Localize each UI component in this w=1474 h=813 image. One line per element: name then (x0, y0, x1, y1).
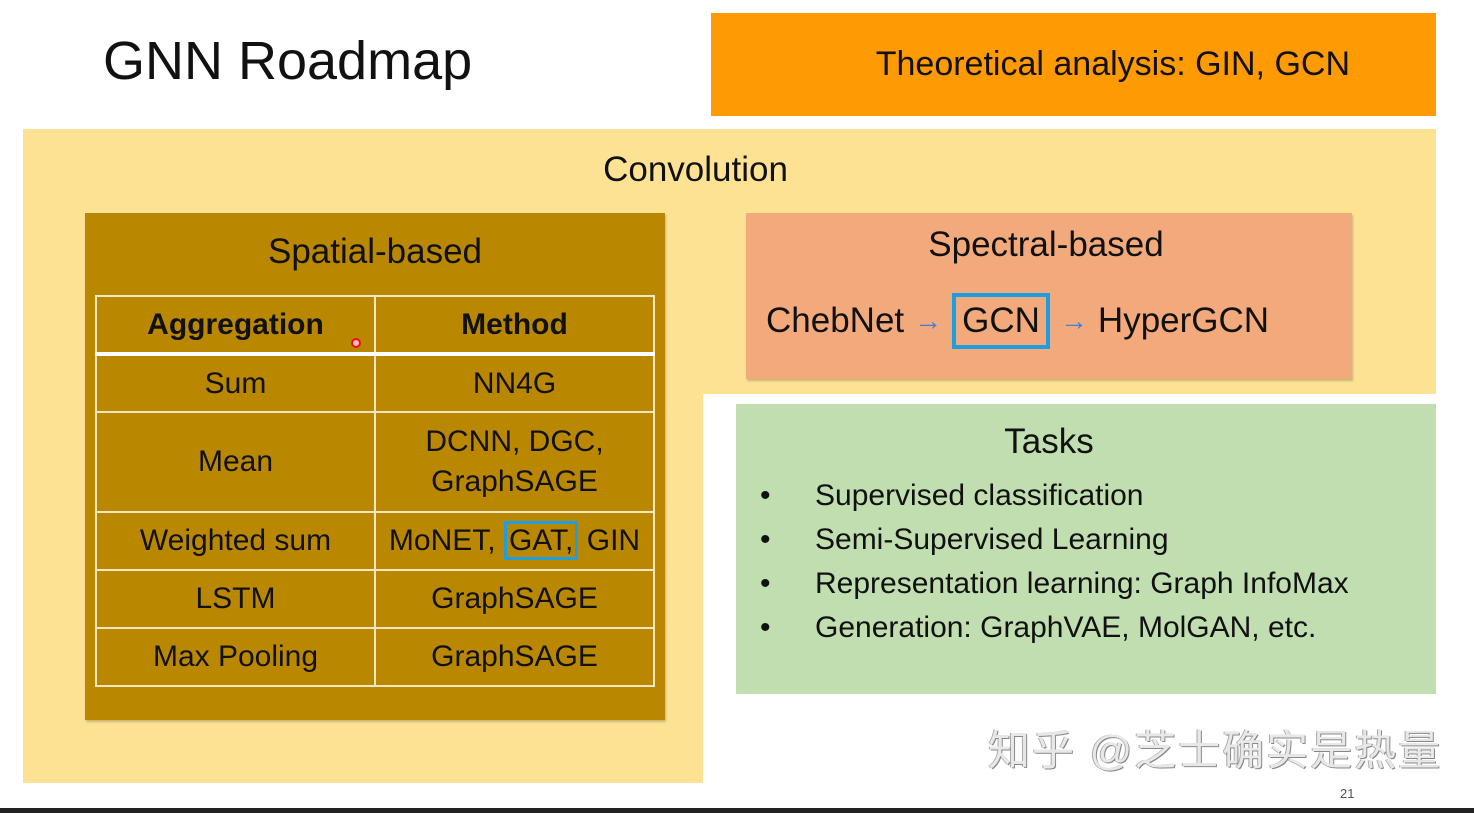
cell-aggregation: Sum (95, 353, 376, 413)
method-monet: MoNET, (388, 524, 496, 557)
method-gat-highlighted: GAT, (503, 521, 579, 560)
cell-method: GraphSAGE (374, 569, 655, 629)
list-item: • Supervised classification (760, 474, 1349, 518)
spectral-title: Spectral-based (928, 225, 1164, 264)
bullet-icon: • (760, 567, 771, 600)
bullet-icon: • (760, 611, 771, 644)
page-number: 21 (1340, 786, 1355, 801)
list-item: • Representation learning: Graph InfoMax (760, 562, 1349, 606)
slide-title: GNN Roadmap (103, 31, 473, 91)
cell-aggregation: Weighted sum (95, 511, 376, 571)
task-text: Semi-Supervised Learning (815, 523, 1169, 556)
bottom-bar (0, 808, 1474, 813)
spectral-chain: ChebNet → GCN → HyperGCN (766, 293, 1269, 349)
list-item: • Semi-Supervised Learning (760, 518, 1349, 562)
pointer-cursor-icon (351, 338, 361, 348)
cell-method: MoNET, GAT, GIN (374, 511, 655, 571)
bullet-icon: • (760, 479, 771, 512)
cell-aggregation: LSTM (95, 569, 376, 629)
task-text: Representation learning: Graph InfoMax (815, 567, 1349, 600)
header-method: Method (374, 295, 655, 356)
table-row: LSTM GraphSAGE (95, 569, 655, 629)
method-gin: GIN (586, 524, 641, 557)
method-line: DCNN, DGC, (425, 425, 604, 458)
method-line: GraphSAGE (431, 465, 598, 498)
tasks-panel (736, 404, 1436, 694)
table-row: Max Pooling GraphSAGE (95, 627, 655, 687)
convolution-title: Convolution (603, 150, 788, 189)
gcn-highlighted: GCN (952, 293, 1050, 349)
bullet-icon: • (760, 523, 771, 556)
cell-method: DCNN, DGC, GraphSAGE (374, 411, 655, 513)
cell-aggregation: Mean (95, 411, 376, 513)
spatial-title: Spatial-based (267, 232, 483, 271)
table-row: Sum NN4G (95, 353, 655, 413)
arrow-right-icon: → (1059, 305, 1088, 336)
list-item: • Generation: GraphVAE, MolGAN, etc. (760, 606, 1349, 650)
task-text: Generation: GraphVAE, MolGAN, etc. (815, 611, 1317, 644)
theoretical-analysis-box: Theoretical analysis: GIN, GCN (711, 13, 1436, 116)
task-text: Supervised classification (815, 479, 1144, 512)
aggregation-table: Aggregation Method Sum NN4G Mean DCNN, D… (95, 295, 655, 687)
header-aggregation: Aggregation (95, 295, 376, 356)
hypergcn: HyperGCN (1097, 301, 1270, 340)
table-row: Weighted sum MoNET, GAT, GIN (95, 511, 655, 571)
cell-method: NN4G (374, 353, 655, 413)
table-header-row: Aggregation Method (95, 295, 655, 356)
tasks-list: • Supervised classification • Semi-Supervi… (760, 474, 1349, 650)
watermark: 知乎 @芝士确实是热量 (988, 727, 1443, 774)
cell-method: GraphSAGE (374, 627, 655, 687)
tasks-title: Tasks (1004, 422, 1094, 461)
table-row: Mean DCNN, DGC, GraphSAGE (95, 411, 655, 513)
chebnet: ChebNet (766, 301, 905, 340)
cell-aggregation: Max Pooling (95, 627, 376, 687)
arrow-right-icon: → (914, 305, 943, 336)
